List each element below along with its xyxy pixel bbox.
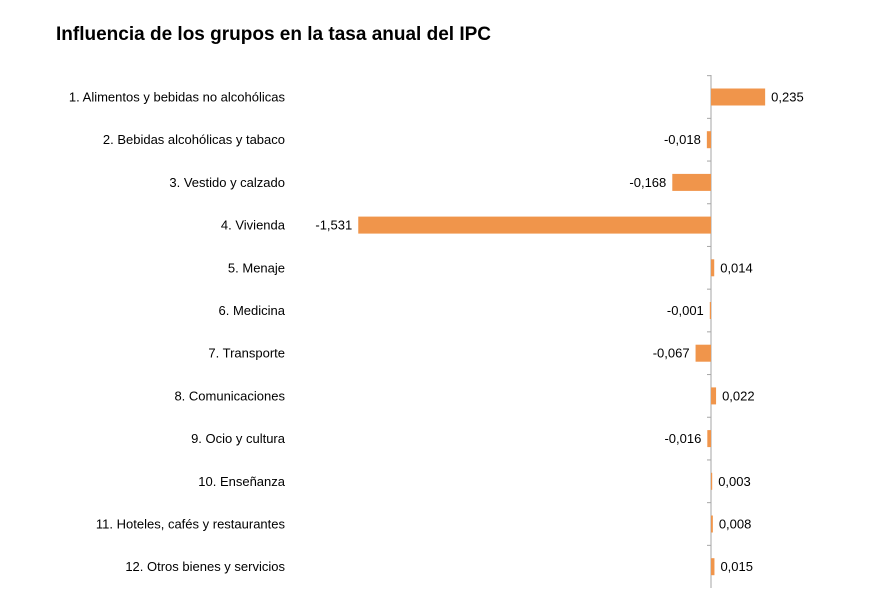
data-label: 0,015 <box>720 559 753 574</box>
bar <box>711 88 766 106</box>
bar <box>672 173 711 191</box>
data-label: -0,016 <box>664 431 701 446</box>
bar <box>706 131 711 149</box>
category-label: 5. Menaje <box>228 260 285 275</box>
bar <box>711 259 715 277</box>
data-label: 0,003 <box>718 474 751 489</box>
data-label: -0,001 <box>667 303 704 318</box>
bar <box>695 344 711 362</box>
bar <box>711 558 715 576</box>
data-label: -0,168 <box>629 175 666 190</box>
bar <box>711 472 713 490</box>
chart-title: Influencia de los grupos en la tasa anua… <box>56 24 491 45</box>
bar <box>707 430 711 448</box>
category-label: 8. Comunicaciones <box>174 388 285 403</box>
category-label: 1. Alimentos y bebidas no alcohólicas <box>69 90 286 105</box>
category-label: 3. Vestido y calzado <box>169 175 285 190</box>
bar <box>711 387 717 405</box>
data-label: 0,014 <box>720 260 753 275</box>
data-label: 0,235 <box>771 90 804 105</box>
data-label: -1,531 <box>315 218 352 233</box>
bar <box>711 515 713 533</box>
category-label: 9. Ocio y cultura <box>191 431 286 446</box>
category-label: 12. Otros bienes y servicios <box>125 559 285 574</box>
data-label: 0,008 <box>719 517 752 532</box>
category-label: 7. Transporte <box>208 346 285 361</box>
category-label: 6. Medicina <box>219 303 286 318</box>
category-label: 11. Hoteles, cafés y restaurantes <box>96 517 286 532</box>
data-label: 0,022 <box>722 388 755 403</box>
category-label: 2. Bebidas alcohólicas y tabaco <box>103 132 285 147</box>
data-label: -0,067 <box>653 346 690 361</box>
bar <box>358 216 711 234</box>
category-label: 10. Enseñanza <box>198 474 286 489</box>
category-label: 4. Vivienda <box>221 218 286 233</box>
bar <box>709 302 711 319</box>
data-label: -0,018 <box>664 132 701 147</box>
